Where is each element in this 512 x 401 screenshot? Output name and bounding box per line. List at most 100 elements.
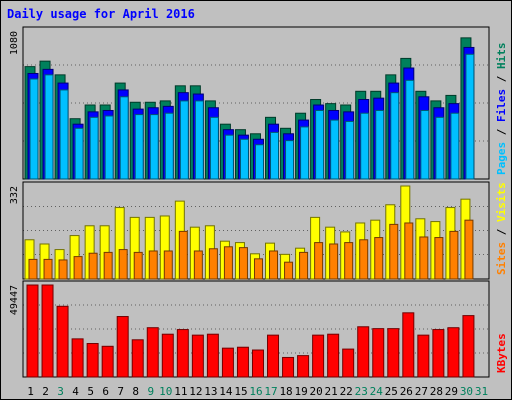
- pages-bar: [330, 119, 340, 180]
- sites-bar: [73, 256, 83, 280]
- x-tick-label: 27: [415, 385, 428, 398]
- kbytes-bar: [26, 284, 39, 378]
- kbytes-bar: [71, 338, 84, 378]
- pages-bar: [74, 127, 84, 180]
- kbytes-bar: [282, 356, 295, 378]
- sites-bar: [374, 237, 384, 280]
- x-tick-label: 4: [72, 385, 79, 398]
- legend-separator: /: [495, 122, 508, 142]
- x-tick-label: 9: [147, 385, 154, 398]
- sites-bar: [389, 223, 399, 280]
- pages-bar: [375, 109, 385, 180]
- x-tick-label: 6: [102, 385, 109, 398]
- pages-bar: [300, 126, 310, 180]
- sites-bar: [43, 258, 53, 280]
- x-tick-label: 2: [42, 385, 49, 398]
- sites-bar: [284, 261, 294, 280]
- x-tick-label: 8: [132, 385, 139, 398]
- sites-bar: [449, 230, 459, 280]
- sites-bar: [238, 247, 248, 280]
- pages-bar: [209, 116, 219, 180]
- x-tick-label: 28: [430, 385, 443, 398]
- legend-separator: /: [495, 222, 508, 242]
- x-tick-label: 17: [264, 385, 277, 398]
- pages-bar: [435, 116, 445, 180]
- x-tick-label: 31: [475, 385, 488, 398]
- pages-bar: [134, 114, 144, 180]
- kbytes-bar: [312, 334, 325, 378]
- panel-1-legend: Pages / Files / Hits: [495, 43, 508, 176]
- kbytes-bar: [191, 334, 204, 378]
- sites-bar: [88, 252, 98, 280]
- sites-bar: [163, 250, 173, 280]
- panel-3-max-tick-label: 49447: [9, 285, 20, 315]
- sites-bar: [118, 249, 128, 280]
- kbytes-bar: [297, 355, 310, 378]
- sites-bar: [133, 251, 143, 280]
- pages-bar: [315, 109, 325, 180]
- panel-2-legend: Sites / Visits: [495, 182, 508, 275]
- kbytes-bar: [206, 333, 219, 378]
- sites-bar: [269, 250, 279, 280]
- kbytes-bar: [357, 326, 370, 378]
- x-tick-label: 19: [294, 385, 307, 398]
- legend-hits: Hits: [495, 43, 508, 70]
- x-tick-label: 11: [174, 385, 187, 398]
- kbytes-bar: [342, 348, 355, 378]
- pages-bar: [149, 114, 159, 180]
- legend-visits: Visits: [495, 182, 508, 222]
- kbytes-bar: [221, 347, 234, 378]
- chart-title: Daily usage for April 2016: [7, 7, 195, 21]
- pages-bar: [224, 134, 234, 180]
- kbytes-bar: [372, 328, 385, 378]
- sites-bar: [419, 236, 429, 280]
- pages-bar: [345, 120, 355, 180]
- pages-bar: [29, 78, 39, 180]
- pages-bar: [194, 100, 204, 180]
- sites-bar: [464, 219, 474, 280]
- x-tick-label: 21: [325, 385, 338, 398]
- sites-bar: [314, 242, 324, 280]
- sites-bar: [434, 237, 444, 280]
- kbytes-bar: [462, 315, 475, 378]
- kbytes-bar: [236, 346, 249, 378]
- pages-bar: [104, 115, 114, 180]
- pages-bar: [285, 140, 295, 180]
- kbytes-bar: [131, 339, 144, 378]
- pages-bar: [270, 131, 280, 180]
- kbytes-bar: [432, 329, 445, 378]
- x-tick-label: 25: [385, 385, 398, 398]
- kbytes-bar: [101, 345, 114, 378]
- pages-bar: [179, 100, 189, 180]
- kbytes-bar: [267, 334, 280, 378]
- kbytes-bar: [56, 305, 69, 378]
- sites-bar: [103, 251, 113, 280]
- pages-bar: [360, 112, 370, 180]
- x-tick-label: 29: [445, 385, 458, 398]
- sites-bar: [344, 242, 354, 280]
- sites-bar: [58, 259, 68, 280]
- sites-bar: [404, 222, 414, 280]
- pages-bar: [59, 89, 69, 180]
- x-tick-label: 20: [310, 385, 323, 398]
- x-tick-label: 15: [234, 385, 247, 398]
- x-tick-label: 3: [57, 385, 64, 398]
- x-tick-label: 22: [340, 385, 353, 398]
- sites-bar: [148, 250, 158, 280]
- x-tick-label: 26: [400, 385, 413, 398]
- pages-bar: [405, 79, 415, 180]
- kbytes-bar: [41, 284, 54, 378]
- legend-kbytes: KBytes: [495, 333, 508, 373]
- sites-bar: [223, 246, 233, 280]
- pages-bar: [390, 92, 400, 180]
- kbytes-bar: [447, 327, 460, 378]
- x-tick-label: 14: [219, 385, 233, 398]
- legend-pages: Pages: [495, 142, 508, 175]
- panel-2-max-tick-label: 332: [9, 186, 20, 204]
- sites-bar: [28, 258, 38, 280]
- pages-bar: [450, 112, 460, 180]
- kbytes-bar: [161, 333, 174, 378]
- sites-bar: [359, 239, 369, 280]
